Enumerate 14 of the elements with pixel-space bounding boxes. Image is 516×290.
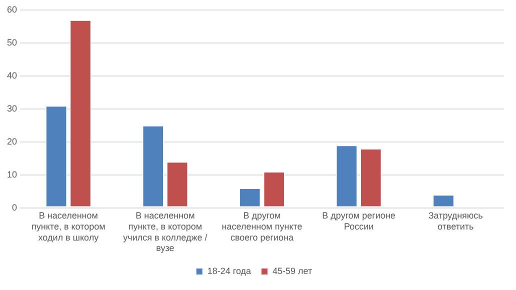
x-tick-label: В другом населенном пункте своего региона — [222, 210, 302, 242]
y-tick-label: 40 — [6, 70, 18, 80]
x-tick-label: Затрудняюсь ответить — [428, 210, 484, 232]
x-tick-label: В другом регионе России — [322, 210, 396, 232]
y-tick-label: 0 — [12, 202, 18, 212]
y-tick-label: 50 — [6, 37, 18, 48]
legend-label: 45-59 лет — [272, 266, 312, 276]
y-tick-label: 60 — [6, 4, 18, 14]
x-tick-label: В населенном пункте, в котором ходил в школу — [32, 210, 106, 242]
x-tick-label: В населенном пункте, в котором учился в колледже / вузе — [123, 210, 208, 254]
y-tick-label: 30 — [6, 103, 18, 114]
legend-label: 18-24 года — [207, 266, 252, 276]
y-tick-label: 20 — [6, 136, 18, 146]
y-tick-label: 10 — [6, 169, 18, 180]
